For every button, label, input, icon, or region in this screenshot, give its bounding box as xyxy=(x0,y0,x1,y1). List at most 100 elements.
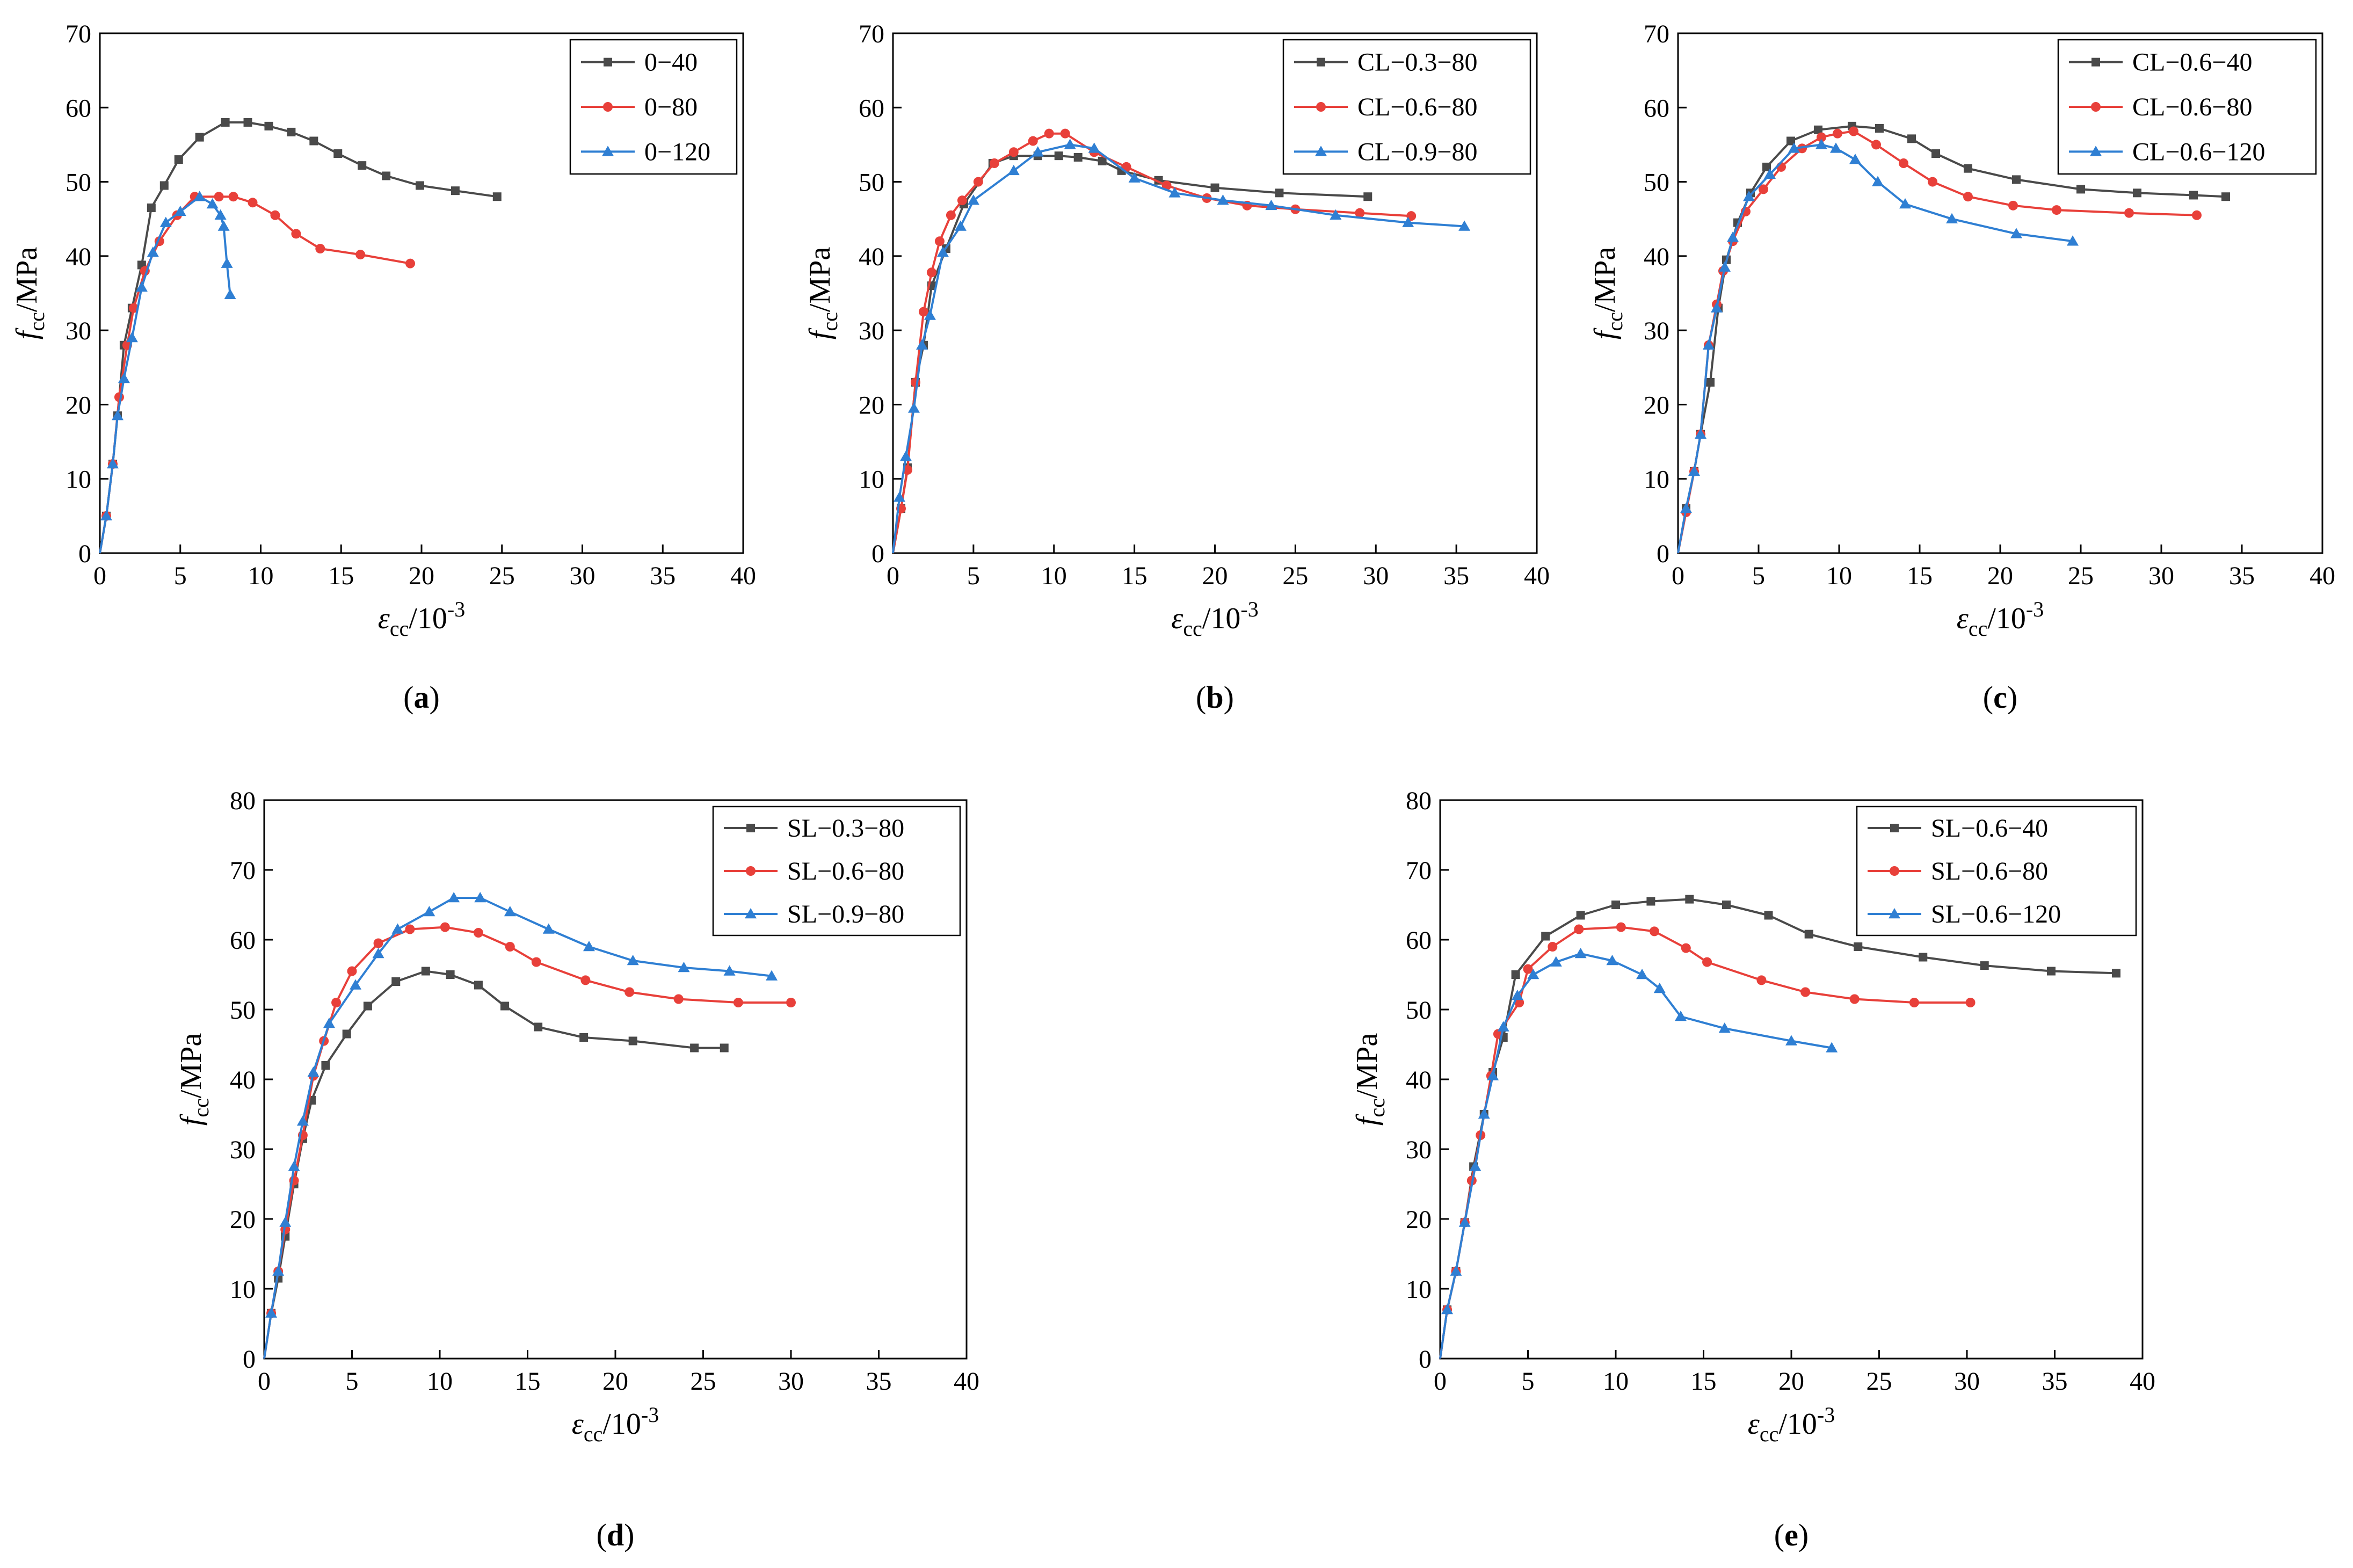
data-point xyxy=(628,1036,637,1046)
data-point xyxy=(1849,154,1861,164)
y-tick-label: 40 xyxy=(230,1066,256,1094)
x-tick-label: 15 xyxy=(328,562,354,590)
y-tick-label: 70 xyxy=(66,20,91,48)
data-point xyxy=(1064,139,1076,149)
x-tick-label: 30 xyxy=(1363,562,1389,590)
x-tick-label: 0 xyxy=(258,1367,271,1396)
data-point xyxy=(957,195,967,206)
x-axis-label: εcc/10-3 xyxy=(1171,597,1258,641)
data-point xyxy=(1606,955,1618,966)
x-tick-label: 40 xyxy=(954,1367,979,1396)
x-tick-label: 0 xyxy=(93,562,106,590)
chart-panel-a: 0 5 10 15 20 25 30 35 40 0 10 20 30 40 50 60 70 εcc/10-3 f… xyxy=(10,20,756,715)
data-point xyxy=(954,220,967,231)
data-point xyxy=(287,127,296,136)
data-point xyxy=(1469,1160,1481,1171)
data-point xyxy=(1907,134,1916,143)
data-point xyxy=(1854,942,1863,951)
data-point xyxy=(723,965,736,976)
legend-swatch-marker xyxy=(1317,57,1325,67)
data-point xyxy=(111,410,124,420)
legend-swatch-marker xyxy=(2090,146,2102,156)
data-point xyxy=(147,246,159,257)
data-point xyxy=(1800,987,1811,997)
data-point xyxy=(1804,930,1813,939)
series-line xyxy=(1677,125,2226,554)
y-tick-label: 0 xyxy=(1657,540,1669,568)
x-tick-label: 15 xyxy=(1691,1367,1717,1396)
data-point xyxy=(1764,168,1776,179)
data-point xyxy=(1275,188,1284,198)
legend-label: CL−0.6−120 xyxy=(2132,137,2265,166)
data-point xyxy=(2008,200,2018,210)
data-point xyxy=(786,998,796,1007)
data-point xyxy=(1871,140,1881,150)
data-point xyxy=(1653,983,1666,993)
data-point xyxy=(1919,953,1928,962)
data-point xyxy=(264,121,273,130)
data-point xyxy=(579,1033,589,1042)
series-a-3 xyxy=(99,191,236,554)
panel-label: (d) xyxy=(597,1518,635,1552)
data-point xyxy=(1788,142,1800,153)
y-tick-label: 0 xyxy=(872,540,884,568)
data-point xyxy=(405,258,416,268)
data-point xyxy=(1007,164,1020,176)
y-tick-label: 50 xyxy=(1644,169,1669,197)
x-tick-label: 15 xyxy=(1122,562,1148,590)
data-point xyxy=(272,1265,285,1276)
data-point xyxy=(363,1001,372,1011)
data-point xyxy=(934,236,945,246)
data-point xyxy=(1764,911,1773,920)
data-point xyxy=(1980,961,1989,970)
data-point xyxy=(331,998,342,1007)
x-axis-label: εcc/10-3 xyxy=(1957,597,2044,641)
data-point xyxy=(2010,228,2022,238)
data-point xyxy=(673,994,684,1004)
data-point xyxy=(1511,970,1520,979)
data-point xyxy=(1685,895,1694,904)
legend-label: 0−120 xyxy=(644,137,710,166)
data-point xyxy=(440,922,450,932)
data-point xyxy=(206,198,219,209)
data-point xyxy=(690,1043,699,1052)
x-tick-label: 25 xyxy=(1282,562,1308,590)
y-tick-label: 50 xyxy=(66,169,91,197)
data-point xyxy=(918,307,928,317)
data-point xyxy=(1574,948,1587,959)
data-point xyxy=(1849,994,1860,1004)
data-point xyxy=(1931,149,1940,158)
legend: SL−0.6−40 SL−0.6−80 SL−0.6−120 xyxy=(1856,805,2137,937)
data-point xyxy=(423,906,435,917)
chart-panel-b: 0 5 10 15 20 25 30 35 40 0 10 20 30 40 50 60 70 εcc/10-3 f… xyxy=(803,20,1550,715)
y-tick-label: 60 xyxy=(230,926,256,955)
data-point xyxy=(1523,964,1533,974)
data-point xyxy=(2192,210,2202,220)
data-point xyxy=(1458,1216,1471,1227)
data-point xyxy=(2012,175,2021,184)
y-tick-label: 30 xyxy=(230,1136,256,1164)
y-tick-label: 30 xyxy=(859,317,884,345)
data-point xyxy=(1964,164,1972,173)
y-tick-label: 10 xyxy=(1406,1275,1432,1304)
y-tick-label: 40 xyxy=(1644,243,1669,271)
data-point xyxy=(474,892,486,903)
data-point xyxy=(1616,922,1626,932)
data-point xyxy=(504,906,516,917)
x-tick-label: 10 xyxy=(248,562,274,590)
y-tick-label: 40 xyxy=(1406,1066,1432,1094)
data-point xyxy=(1718,1022,1731,1033)
series-d-3 xyxy=(263,892,778,1359)
data-point xyxy=(347,966,357,976)
data-point xyxy=(416,181,425,190)
data-point xyxy=(1756,975,1767,985)
data-point xyxy=(1487,1070,1499,1080)
data-point xyxy=(534,1022,543,1032)
data-point xyxy=(1872,176,1884,186)
data-point xyxy=(1703,339,1715,350)
data-point xyxy=(1719,261,1731,272)
y-tick-label: 50 xyxy=(859,169,884,197)
data-point xyxy=(1088,142,1100,153)
data-point xyxy=(1722,901,1731,909)
